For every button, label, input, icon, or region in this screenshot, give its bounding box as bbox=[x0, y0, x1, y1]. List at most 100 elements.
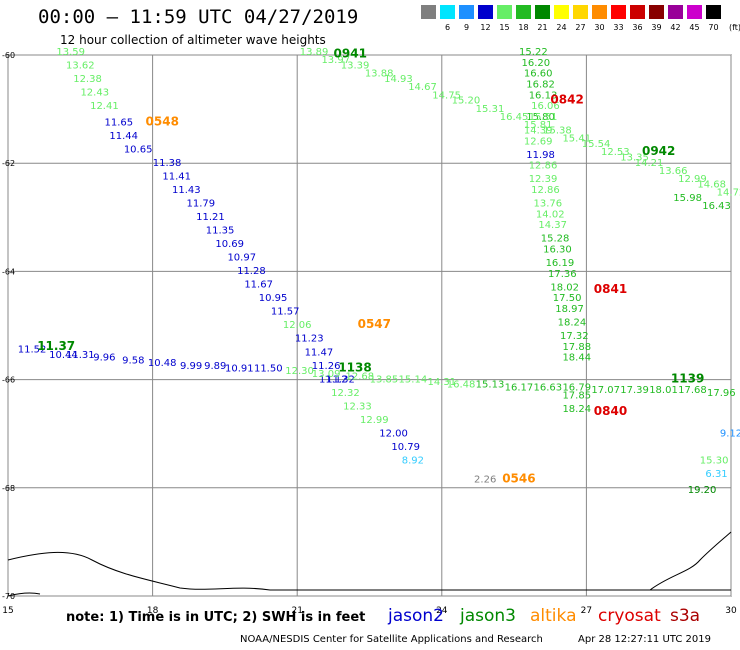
wave-height-label: 12.99 bbox=[360, 415, 389, 426]
legend-jason3: jason3 bbox=[460, 606, 516, 626]
scale-swatch bbox=[573, 5, 588, 19]
wave-height-label: 11.31 bbox=[66, 350, 95, 361]
scale-swatch bbox=[592, 5, 607, 19]
x-tick-label: 27 bbox=[581, 606, 592, 616]
wave-height-label: 12.43 bbox=[80, 88, 109, 99]
scale-label: 36 bbox=[632, 23, 643, 32]
wave-height-label: 11.12 bbox=[319, 374, 348, 385]
wave-height-label: 11.79 bbox=[186, 198, 215, 209]
legend-jason2: jason2 bbox=[388, 606, 444, 626]
legend-altika: altika bbox=[530, 606, 577, 626]
scale-label: 39 bbox=[651, 23, 662, 32]
wave-height-label: 12.53 bbox=[601, 147, 630, 158]
wave-height-label: 16.13 bbox=[529, 90, 558, 101]
scale-swatch bbox=[440, 5, 455, 19]
scale-label: 27 bbox=[575, 23, 586, 32]
wave-height-label: 11.50 bbox=[254, 363, 283, 374]
wave-height-label: 17.36 bbox=[548, 269, 577, 280]
wave-height-label: 6.31 bbox=[705, 469, 727, 480]
wave-height-label: 11.32 bbox=[326, 374, 355, 385]
wave-height-label: 11.67 bbox=[244, 280, 273, 291]
wave-height-label: 9.89 bbox=[204, 361, 226, 372]
wave-height-label: 11.44 bbox=[109, 131, 138, 142]
wave-height-label: 12.33 bbox=[343, 401, 372, 412]
x-tick-label: 15 bbox=[2, 606, 13, 616]
wave-height-label: 11.65 bbox=[105, 117, 134, 128]
wave-height-label: 10.65 bbox=[124, 144, 153, 155]
y-tick-label: -64 bbox=[2, 267, 15, 276]
pass-time-label: 0942 bbox=[642, 144, 675, 158]
wave-height-label: 13.35 bbox=[620, 152, 649, 163]
x-tick-label: 30 bbox=[725, 606, 737, 616]
pass-time-label: 1139 bbox=[671, 371, 704, 385]
coastline bbox=[649, 531, 732, 591]
wave-height-label: 14.72 bbox=[717, 188, 740, 199]
wave-height-label: 15.54 bbox=[582, 139, 611, 150]
wave-height-label: 16.48 bbox=[447, 380, 476, 391]
wave-height-label: 10.95 bbox=[259, 293, 288, 304]
pass-time-label: 0546 bbox=[502, 471, 535, 485]
scale-swatch bbox=[706, 5, 721, 19]
wave-height-label: 15.22 bbox=[519, 47, 548, 58]
scale-swatch bbox=[535, 5, 550, 19]
coastline bbox=[7, 592, 41, 597]
wave-height-label: 16.30 bbox=[543, 244, 572, 255]
wave-height-label: 15.51 bbox=[529, 112, 558, 123]
wave-height-label: 14.67 bbox=[408, 82, 437, 93]
wave-height-label: 13.88 bbox=[365, 69, 394, 80]
wave-height-label: 16.19 bbox=[546, 258, 575, 269]
wave-height-label: 13.76 bbox=[534, 198, 563, 209]
wave-height-label: 17.07 bbox=[591, 385, 620, 396]
scale-label: 6 bbox=[444, 23, 451, 32]
wave-height-label: 11.28 bbox=[237, 266, 266, 277]
wave-height-label: 17.88 bbox=[562, 342, 591, 353]
wave-height-label: 14.75 bbox=[432, 90, 461, 101]
wave-height-label: 18.01 bbox=[649, 385, 678, 396]
scale-label: 30 bbox=[594, 23, 605, 32]
wave-height-label: 16.17 bbox=[505, 382, 534, 393]
pass-time-label: 0840 bbox=[594, 404, 627, 418]
wave-height-label: 15.81 bbox=[524, 120, 553, 131]
y-tick-label: -70 bbox=[2, 592, 15, 601]
y-tick-label: -68 bbox=[2, 484, 15, 493]
wave-height-label: 16.06 bbox=[531, 101, 560, 112]
wave-height-label: 15.41 bbox=[562, 134, 591, 145]
wave-height-label: 11.35 bbox=[206, 226, 235, 237]
wave-height-label: 11.41 bbox=[162, 171, 191, 182]
wave-height-label: 16.45 bbox=[500, 112, 529, 123]
wave-height-label: 16.60 bbox=[524, 69, 553, 80]
scale-swatch bbox=[668, 5, 683, 19]
x-tick-label: 21 bbox=[291, 606, 302, 616]
footer-credit: NOAA/NESDIS Center for Satellite Applica… bbox=[240, 634, 543, 645]
scale-swatch bbox=[497, 5, 512, 19]
wave-height-label: 11.21 bbox=[196, 212, 225, 223]
wave-height-label: 14.02 bbox=[536, 209, 565, 220]
scale-swatch bbox=[611, 5, 626, 19]
pass-time-label: 0841 bbox=[594, 282, 627, 296]
wave-height-label: 12.00 bbox=[379, 428, 408, 439]
wave-height-label: 16.20 bbox=[521, 58, 550, 69]
wave-height-label: 14.39 bbox=[524, 125, 553, 136]
pass-time-label: 0842 bbox=[550, 93, 583, 107]
y-tick-label: -60 bbox=[2, 51, 15, 60]
wave-height-label: 9.99 bbox=[180, 361, 202, 372]
pass-time-label: 0547 bbox=[358, 317, 391, 331]
scale-swatch bbox=[687, 5, 702, 19]
wave-height-label: 13.97 bbox=[321, 55, 350, 66]
wave-height-label: 18.97 bbox=[555, 304, 584, 315]
footer-timestamp: Apr 28 12:27:11 UTC 2019 bbox=[578, 634, 711, 645]
wave-height-label: 18.24 bbox=[558, 318, 587, 329]
scale-label: 33 bbox=[613, 23, 624, 32]
wave-height-label: 13.09 bbox=[312, 369, 341, 380]
wave-height-label: 12.99 bbox=[678, 174, 707, 185]
wave-height-label: 12.86 bbox=[529, 161, 558, 172]
wave-height-label: 10.69 bbox=[215, 239, 244, 250]
scale-label: 18 bbox=[518, 23, 529, 32]
wave-height-label: 19.20 bbox=[688, 485, 717, 496]
scale-label: 70 bbox=[708, 23, 719, 32]
wave-height-label: 15.80 bbox=[526, 112, 555, 123]
chart-title: 00:00 – 11:59 UTC 04/27/2019 bbox=[38, 6, 359, 28]
wave-height-label: 15.20 bbox=[452, 96, 481, 107]
wave-height-label: 12.38 bbox=[73, 74, 102, 85]
scale-swatch bbox=[649, 5, 664, 19]
